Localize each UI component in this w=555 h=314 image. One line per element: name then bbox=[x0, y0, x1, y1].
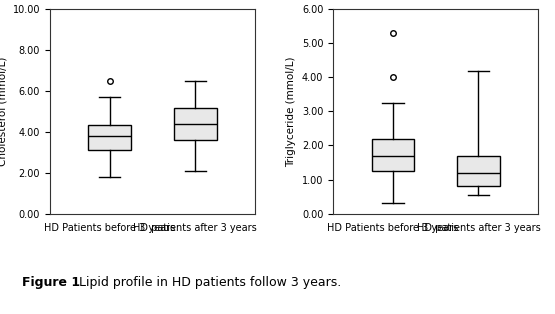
PathPatch shape bbox=[372, 139, 415, 171]
PathPatch shape bbox=[174, 108, 216, 140]
PathPatch shape bbox=[457, 156, 500, 186]
PathPatch shape bbox=[88, 125, 131, 150]
Y-axis label: Triglyceride (mmol/L): Triglyceride (mmol/L) bbox=[286, 56, 296, 167]
Y-axis label: Cholesterol (mmol/L): Cholesterol (mmol/L) bbox=[0, 57, 7, 166]
Text: Lipid profile in HD patients follow 3 years.: Lipid profile in HD patients follow 3 ye… bbox=[75, 276, 342, 289]
Text: Figure 1: Figure 1 bbox=[22, 276, 80, 289]
